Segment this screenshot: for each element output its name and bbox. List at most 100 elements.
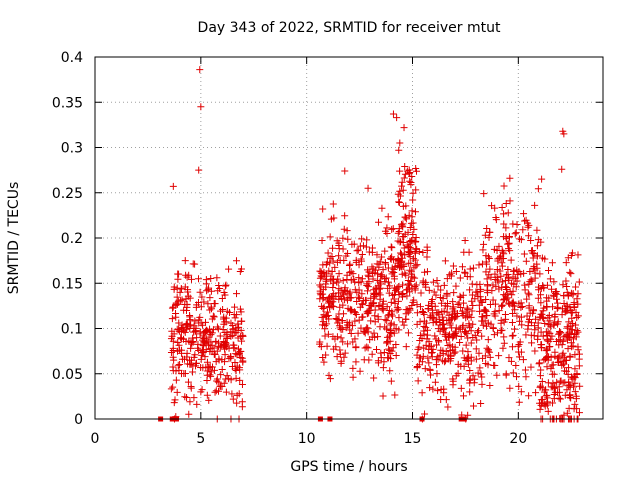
- data-point: [321, 325, 329, 333]
- data-point: [325, 267, 333, 275]
- data-point: [462, 341, 470, 349]
- data-point: [168, 315, 176, 323]
- data-point: [379, 297, 387, 305]
- data-point: [365, 356, 373, 364]
- data-point: [527, 363, 535, 371]
- data-point: [387, 355, 395, 363]
- data-point: [408, 173, 416, 181]
- data-point: [499, 248, 507, 256]
- data-point: [377, 271, 385, 279]
- data-point: [477, 399, 485, 407]
- data-point: [358, 275, 366, 283]
- data-point: [422, 341, 430, 349]
- data-point: [343, 227, 351, 235]
- data-point: [375, 260, 383, 268]
- data-point: [398, 178, 406, 186]
- data-point: [543, 281, 551, 289]
- data-point: [218, 294, 226, 302]
- data-point: [382, 274, 390, 282]
- data-point: [228, 390, 236, 398]
- data-point: [517, 313, 525, 321]
- data-point: [460, 248, 468, 256]
- data-point: [389, 225, 397, 233]
- data-point: [170, 399, 178, 407]
- data-point: [318, 302, 326, 310]
- data-point: [523, 312, 531, 320]
- data-point: [479, 313, 487, 321]
- data-point: [490, 331, 498, 339]
- data-point: [429, 385, 437, 393]
- data-point: [375, 303, 383, 311]
- data-point: [460, 354, 468, 362]
- data-point: [459, 392, 467, 400]
- data-point: [548, 361, 556, 369]
- data-point: [410, 296, 418, 304]
- data-point: [342, 252, 350, 260]
- data-point: [373, 251, 381, 259]
- data-point: [235, 390, 243, 398]
- data-point: [237, 353, 245, 361]
- data-point: [331, 263, 339, 271]
- data-point: [529, 309, 537, 317]
- data-point: [471, 331, 479, 339]
- data-point: [516, 317, 524, 325]
- data-point: [174, 338, 182, 346]
- data-point: [407, 236, 415, 244]
- data-point: [385, 345, 393, 353]
- data-point: [339, 338, 347, 346]
- data-point: [382, 325, 390, 333]
- data-point: [529, 306, 537, 314]
- data-point: [508, 291, 516, 299]
- data-point: [571, 388, 579, 396]
- data-point: [220, 313, 228, 321]
- data-point: [537, 284, 545, 292]
- data-point: [335, 252, 343, 260]
- data-point: [413, 167, 421, 175]
- data-point: [461, 328, 469, 336]
- data-point: [504, 270, 512, 278]
- data-point: [227, 332, 235, 340]
- data-point: [464, 360, 472, 368]
- x-tick-label: 20: [509, 431, 527, 447]
- data-point: [357, 255, 365, 263]
- data-point: [429, 319, 437, 327]
- data-point: [359, 301, 367, 309]
- data-point: [352, 311, 360, 319]
- data-point: [436, 318, 444, 326]
- data-point: [319, 285, 327, 293]
- data-point: [467, 357, 475, 365]
- data-point: [341, 349, 349, 357]
- data-point: [537, 238, 545, 246]
- data-point: [435, 309, 443, 317]
- data-point: [328, 302, 336, 310]
- data-point: [539, 315, 547, 323]
- data-point: [191, 317, 199, 325]
- data-point: [559, 337, 567, 345]
- data-point: [502, 199, 510, 207]
- data-point: [346, 326, 354, 334]
- data-point: [506, 174, 514, 182]
- data-point: [416, 318, 424, 326]
- data-point: [389, 110, 397, 118]
- data-point: [358, 300, 366, 308]
- data-point: [336, 346, 344, 354]
- data-point: [436, 351, 444, 359]
- data-point: [500, 333, 508, 341]
- data-point: [330, 345, 338, 353]
- data-point: [186, 311, 194, 319]
- data-point: [506, 288, 514, 296]
- data-point: [409, 196, 417, 204]
- data-point: [404, 308, 412, 316]
- data-point: [398, 254, 406, 262]
- data-point: [320, 358, 328, 366]
- data-point: [356, 242, 364, 250]
- data-point: [231, 314, 239, 322]
- data-point: [534, 319, 542, 327]
- data-point: [386, 282, 394, 290]
- data-point: [500, 339, 508, 347]
- data-point: [404, 248, 412, 256]
- data-point: [368, 350, 376, 358]
- data-point: [537, 366, 545, 374]
- data-point: [186, 294, 194, 302]
- data-point: [423, 243, 431, 251]
